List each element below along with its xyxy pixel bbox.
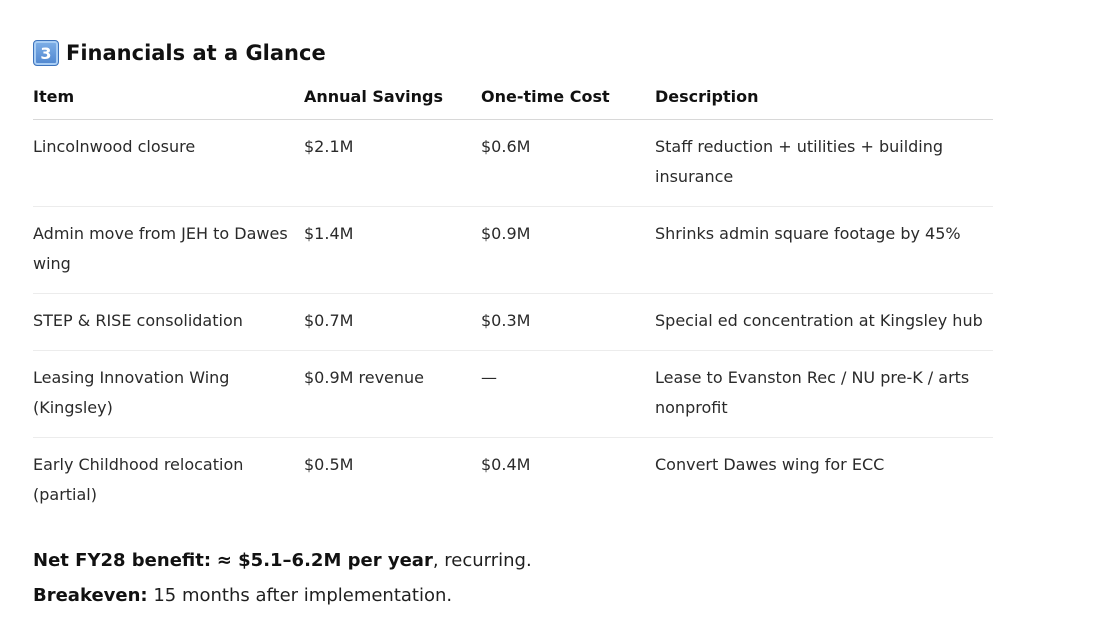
column-header-description: Description: [655, 74, 993, 120]
column-header-item: Item: [33, 74, 304, 120]
cell-one-time-cost: $0.9M: [481, 206, 655, 294]
cell-description: Staff reduction + utilities + building i…: [655, 119, 993, 207]
table-header-row: Item Annual Savings One-time Cost Descri…: [33, 74, 993, 120]
cell-item: Lincolnwood closure: [33, 119, 304, 207]
net-benefit-line: Net FY28 benefit: ≈ $5.1–6.2M per year, …: [33, 543, 532, 578]
table-row: Admin move from JEH to Dawes wing $1.4M …: [33, 206, 993, 294]
section-title: Financials at a Glance: [66, 41, 326, 65]
section-heading: 3 Financials at a Glance: [33, 36, 993, 70]
summary-block: Net FY28 benefit: ≈ $5.1–6.2M per year, …: [33, 543, 532, 613]
cell-description: Shrinks admin square footage by 45%: [655, 206, 993, 294]
net-benefit-suffix: , recurring.: [432, 550, 532, 571]
cell-description: Special ed concentration at Kingsley hub: [655, 293, 993, 351]
cell-annual-savings: $1.4M: [304, 206, 481, 294]
keycap-number-icon: 3: [33, 40, 59, 66]
cell-annual-savings: $0.9M revenue: [304, 350, 481, 438]
cell-one-time-cost: $0.3M: [481, 293, 655, 351]
financials-section: 3 Financials at a Glance Item Annual Sav…: [33, 36, 993, 524]
net-benefit-label: Net FY28 benefit:: [33, 550, 212, 571]
table-row: Lincolnwood closure $2.1M $0.6M Staff re…: [33, 119, 993, 207]
breakeven-text: 15 months after implementation.: [147, 585, 453, 606]
table-row: STEP & RISE consolidation $0.7M $0.3M Sp…: [33, 293, 993, 351]
net-benefit-value: ≈ $5.1–6.2M per year: [216, 550, 433, 571]
breakeven-line: Breakeven: 15 months after implementatio…: [33, 578, 532, 613]
table-row: Leasing Innovation Wing (Kingsley) $0.9M…: [33, 350, 993, 438]
breakeven-label: Breakeven:: [33, 585, 148, 606]
cell-item: STEP & RISE consolidation: [33, 293, 304, 351]
cell-description: Lease to Evanston Rec / NU pre-K / arts …: [655, 350, 993, 438]
column-header-one-time-cost: One-time Cost: [481, 74, 655, 120]
cell-annual-savings: $2.1M: [304, 119, 481, 207]
cell-one-time-cost: —: [481, 350, 655, 438]
column-header-annual-savings: Annual Savings: [304, 74, 481, 120]
cell-annual-savings: $0.7M: [304, 293, 481, 351]
cell-one-time-cost: $0.4M: [481, 455, 531, 474]
cell-description: Convert Dawes wing for ECC: [655, 455, 885, 474]
table-row: Early Childhood relocation (partial) $0.…: [33, 438, 993, 525]
financials-table: Item Annual Savings One-time Cost Descri…: [33, 74, 993, 524]
cell-item: Leasing Innovation Wing (Kingsley): [33, 350, 304, 438]
cell-item: Early Childhood relocation (partial): [33, 455, 244, 504]
cell-item: Admin move from JEH to Dawes wing: [33, 206, 304, 294]
cell-one-time-cost: $0.6M: [481, 119, 655, 207]
cell-annual-savings: $0.5M: [304, 455, 354, 474]
